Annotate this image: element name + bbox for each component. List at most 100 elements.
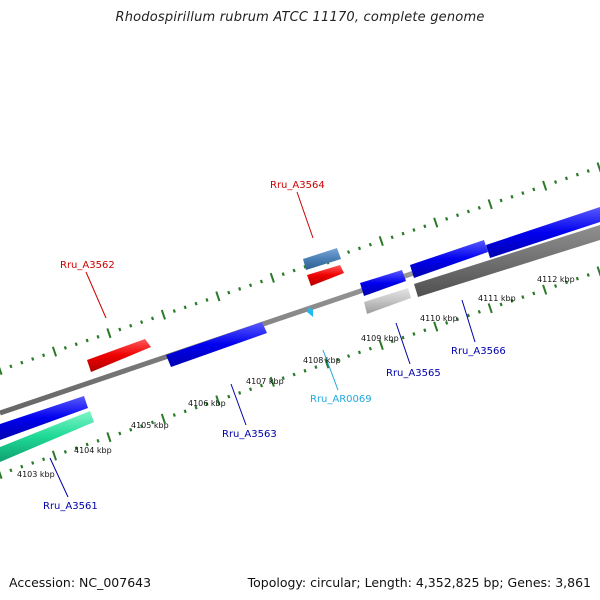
minor-tick	[466, 313, 470, 318]
minor-tick	[31, 461, 35, 465]
minor-tick	[259, 383, 263, 388]
minor-tick	[85, 442, 89, 447]
minor-tick	[554, 284, 558, 288]
feature-cds-forward[interactable]	[0, 396, 88, 440]
feature-other[interactable]	[303, 248, 341, 270]
minor-tick	[205, 402, 209, 406]
minor-tick	[510, 298, 514, 303]
minor-tick	[521, 295, 525, 299]
minor-tick	[499, 302, 503, 307]
feature-cds-forward[interactable]	[360, 270, 406, 296]
minor-tick	[20, 360, 24, 365]
minor-tick	[575, 172, 579, 177]
minor-tick	[9, 468, 13, 473]
minor-tick	[336, 357, 340, 362]
feature-rna[interactable]	[307, 307, 313, 317]
minor-tick	[368, 346, 372, 351]
genome-summary: Topology: circular; Length: 4,352,825 bp…	[247, 575, 591, 590]
minor-tick	[586, 169, 590, 173]
minor-tick	[466, 209, 470, 214]
feature-hypothetical[interactable]	[0, 411, 94, 462]
minor-tick	[248, 387, 253, 392]
minor-tick	[423, 328, 427, 333]
minor-tick	[281, 272, 285, 277]
minor-tick	[564, 280, 569, 285]
minor-tick	[227, 394, 231, 399]
minor-tick	[303, 264, 307, 269]
gene-label[interactable]: Rru_A3562	[60, 260, 115, 271]
leader-line	[85, 271, 107, 319]
minor-tick	[292, 268, 296, 273]
minor-tick	[42, 353, 46, 358]
minor-tick	[357, 350, 362, 355]
minor-tick	[248, 283, 253, 288]
feature-gene[interactable]	[414, 225, 600, 297]
minor-tick	[183, 305, 187, 310]
minor-tick	[445, 217, 449, 221]
minor-tick	[63, 450, 67, 454]
minor-tick	[314, 365, 318, 369]
minor-tick	[194, 405, 198, 410]
minor-tick	[140, 320, 144, 324]
major-tick	[0, 366, 3, 376]
minor-tick	[129, 323, 133, 328]
gene-label[interactable]: Rru_A3565	[386, 368, 441, 379]
minor-tick	[281, 376, 285, 381]
gene-label[interactable]: Rru_A3561	[43, 501, 98, 512]
minor-tick	[42, 457, 46, 462]
feature-cds-forward[interactable]	[166, 322, 267, 367]
leader-line	[49, 457, 69, 498]
minor-tick	[510, 194, 514, 199]
minor-tick	[85, 338, 89, 343]
minor-tick	[390, 235, 394, 240]
major-tick	[215, 395, 221, 406]
kbp-label: 4109 kbp	[361, 334, 399, 343]
major-tick	[160, 413, 166, 424]
feature-pseudogene[interactable]	[364, 288, 411, 314]
minor-tick	[118, 431, 122, 436]
feature-cds-forward[interactable]	[486, 207, 600, 258]
minor-tick	[445, 321, 449, 325]
minor-tick	[150, 420, 155, 425]
minor-tick	[227, 290, 231, 295]
gene-label[interactable]: Rru_A3564	[270, 180, 325, 191]
minor-tick	[183, 409, 187, 414]
leader-line	[296, 191, 314, 239]
leader-line	[461, 299, 476, 343]
leader-line	[395, 322, 411, 365]
minor-tick	[477, 205, 481, 210]
inner-tick-ring	[0, 266, 600, 480]
minor-tick	[259, 279, 263, 284]
minor-tick	[455, 317, 460, 322]
major-tick	[378, 235, 384, 247]
major-tick	[542, 284, 548, 295]
major-tick	[378, 339, 384, 351]
feature-cds-reverse[interactable]	[307, 265, 344, 286]
minor-tick	[140, 424, 144, 428]
minor-tick	[150, 316, 155, 321]
minor-tick	[172, 309, 176, 313]
minor-tick	[347, 250, 351, 254]
leader-line	[230, 383, 247, 426]
major-tick	[542, 180, 548, 191]
gene-label[interactable]: Rru_AR0069	[310, 394, 372, 405]
major-tick	[215, 291, 221, 302]
outer-tick-ring	[0, 162, 600, 376]
minor-tick	[118, 327, 122, 332]
major-tick	[433, 321, 439, 332]
major-tick	[106, 328, 112, 339]
kbp-label: 4111 kbp	[478, 294, 516, 303]
kbp-label: 4107 kbp	[246, 377, 284, 386]
minor-tick	[205, 298, 209, 302]
kbp-label: 4108 kbp	[303, 356, 341, 365]
minor-tick	[412, 332, 416, 336]
major-tick	[51, 346, 58, 357]
minor-tick	[292, 372, 296, 377]
gene-label[interactable]: Rru_A3563	[222, 429, 277, 440]
feature-cds-forward[interactable]	[410, 240, 488, 278]
gene-label[interactable]: Rru_A3566	[451, 346, 506, 357]
minor-tick	[575, 276, 579, 281]
minor-tick	[194, 301, 198, 306]
feature-cds-reverse[interactable]	[87, 339, 151, 372]
minor-tick	[74, 446, 78, 451]
